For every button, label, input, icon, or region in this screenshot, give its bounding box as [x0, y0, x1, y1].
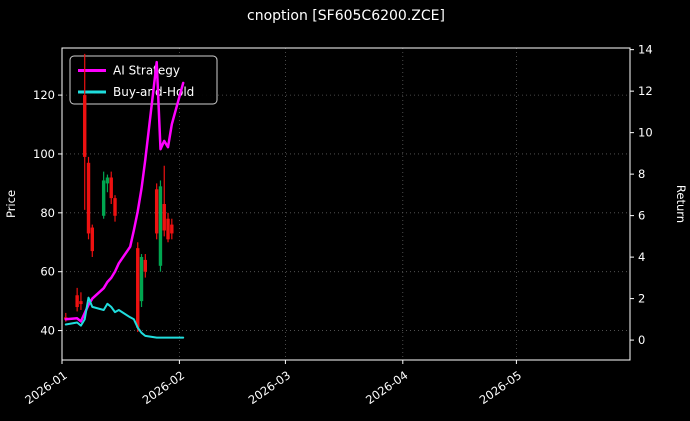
chart-title: cnoption [SF605C6200.ZCE]: [247, 8, 445, 24]
x-tick-label: 2026-02: [140, 368, 187, 407]
buy-and-hold-line: [64, 296, 185, 339]
candle-body: [158, 186, 163, 266]
y-tick-label-left: 120: [33, 88, 55, 102]
legend: AI Strategy Buy-and-Hold: [69, 55, 218, 105]
y-axis-label-left: Price: [4, 190, 18, 218]
y-axis-label-right: Return: [674, 185, 688, 223]
legend-label-ai-strategy: AI Strategy: [113, 64, 180, 78]
y-tick-label-right: 10: [638, 126, 653, 140]
candle-body: [143, 259, 148, 272]
candle-body: [170, 224, 174, 234]
candle-body: [113, 198, 117, 216]
candle-body: [154, 189, 159, 234]
y-tick-label-right: 6: [638, 209, 645, 223]
x-tick-label: 2026-04: [363, 368, 410, 407]
candle-body: [109, 177, 113, 199]
y-tick-label-right: 12: [638, 84, 653, 98]
candle-body: [139, 256, 144, 302]
candlestick-series: [64, 53, 174, 333]
candle-body: [86, 162, 91, 234]
candle-body: [162, 204, 166, 231]
candle-body: [90, 227, 94, 252]
candle-body: [136, 248, 140, 328]
y-tick-label-left: 80: [40, 206, 55, 220]
x-tick-label: 2026-01: [22, 368, 69, 407]
candle-body: [101, 180, 106, 216]
candle-body: [75, 295, 79, 308]
plot-border: [61, 47, 631, 361]
line-series: [64, 60, 185, 339]
y-tick-label-left: 60: [40, 265, 55, 279]
candle-body: [79, 301, 83, 305]
y-tick-label-right: 14: [638, 43, 653, 57]
y-tick-label-right: 0: [638, 333, 645, 347]
y-tick-label-right: 2: [638, 292, 645, 306]
y-tick-label-right: 4: [638, 250, 645, 264]
candle-body: [83, 95, 87, 157]
candle-body: [166, 218, 170, 240]
y-tick-label-right: 8: [638, 167, 645, 181]
candle-body: [105, 177, 110, 184]
y-tick-label-left: 100: [33, 147, 55, 161]
y-tick-label-left: 40: [40, 324, 55, 338]
x-tick-label: 2026-05: [477, 368, 524, 407]
x-tick-label: 2026-03: [246, 368, 293, 407]
